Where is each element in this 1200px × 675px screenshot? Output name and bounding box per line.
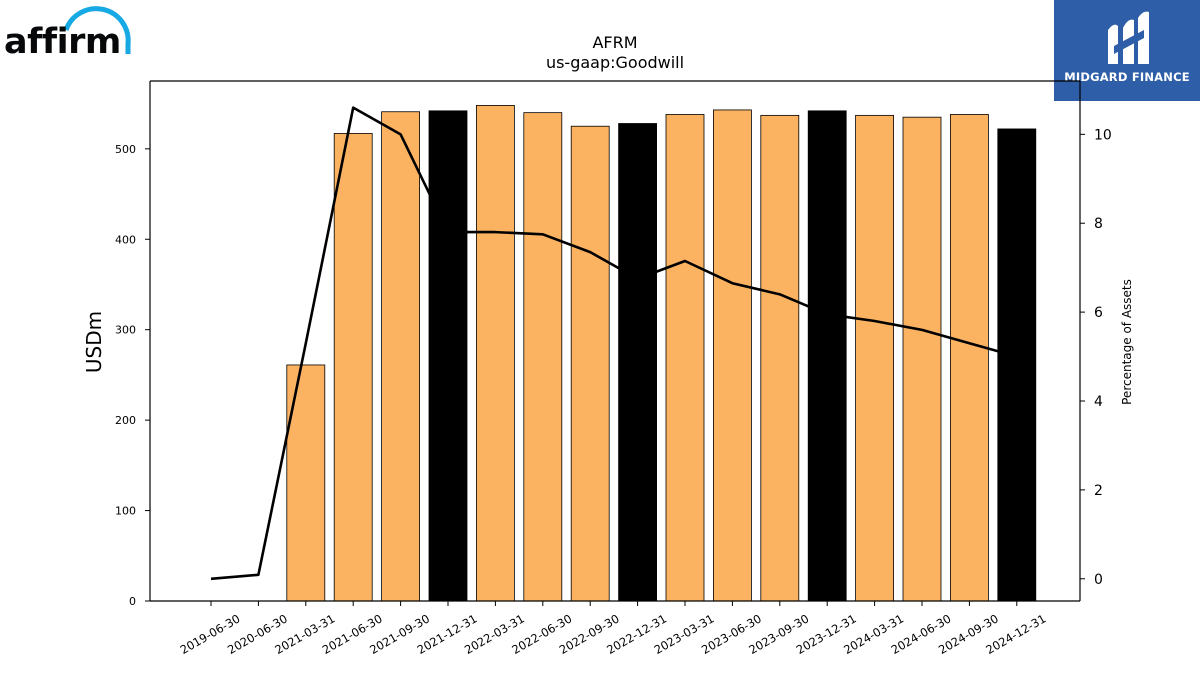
y-tick-label: 400: [115, 233, 136, 246]
bar-2021-03-31: [286, 364, 326, 602]
bar-2022-09-30: [570, 125, 610, 602]
bar-2022-12-31: [618, 123, 657, 602]
y-tick-label: 300: [115, 324, 136, 337]
bar-2024-09-30: [950, 114, 989, 602]
bar-series: [286, 105, 1037, 602]
chart-title: AFRM: [592, 33, 637, 52]
chart-subtitle: us-gaap:Goodwill: [546, 53, 684, 72]
bar-2022-03-31: [475, 105, 515, 602]
bar-2021-09-30: [381, 111, 421, 602]
y-tick-label: 100: [115, 505, 136, 518]
affirm-logo: affirm: [4, 4, 134, 62]
y2-tick-label: 6: [1094, 305, 1103, 321]
percentage-line-series: [210, 106, 1018, 581]
bar-2023-06-30: [713, 109, 752, 602]
midgard-finance-logo: MIDGARD FINANCE: [1054, 0, 1200, 101]
y2-tick-label: 2: [1094, 483, 1103, 499]
y-axis-label: USDm: [82, 311, 106, 373]
y2-tick-label: 0: [1094, 572, 1103, 588]
affirm-arc-icon: [63, 6, 131, 54]
bar-2024-06-30: [902, 116, 942, 602]
midgard-mark-icon: [1108, 11, 1149, 65]
midgard-logo-text: MIDGARD FINANCE: [1064, 70, 1190, 84]
y-tick-label: 200: [115, 414, 136, 427]
y2-tick-label: 8: [1094, 216, 1103, 232]
bar-2023-03-31: [665, 114, 705, 602]
bar-2022-06-30: [523, 112, 563, 602]
bar-2024-12-31: [997, 128, 1037, 602]
bar-2021-12-31: [428, 110, 468, 602]
affirm-logo-text: affirm: [4, 22, 121, 62]
bar-2023-09-30: [760, 114, 800, 602]
percentage-line: [210, 106, 1018, 581]
y-tick-label: 500: [115, 143, 136, 156]
y-tick-label: 0: [129, 595, 136, 608]
y2-tick-label: 4: [1094, 394, 1103, 410]
bar-2024-03-31: [855, 114, 894, 602]
y2-tick-label: 10: [1094, 127, 1112, 143]
y2-axis-label: Percentage of Assets: [1120, 279, 1134, 405]
bar-2021-06-30: [333, 133, 373, 602]
bar-2023-12-31: [807, 110, 847, 602]
